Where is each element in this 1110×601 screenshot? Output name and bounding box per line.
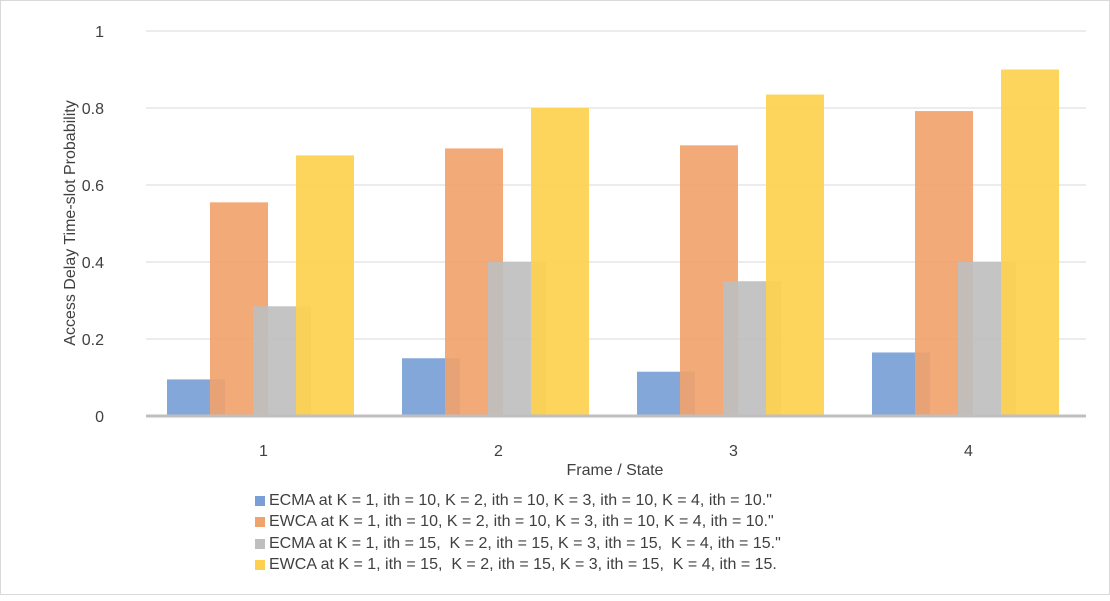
bar-4-3 (766, 94, 824, 417)
x-tick-label: 2 (494, 443, 503, 460)
y-tick-label: 0.8 (82, 101, 104, 118)
legend-label: EWCA at K = 1, ith = 10, K = 2, ith = 10… (269, 513, 774, 531)
legend-item: ECMA at K = 1, ith = 15, K = 2, ith = 15… (255, 533, 781, 555)
y-tick-label: 0.6 (82, 178, 104, 195)
legend-item: EWCA at K = 1, ith = 10, K = 2, ith = 10… (255, 512, 781, 534)
x-tick-label: 3 (729, 443, 738, 460)
bar-4-2 (531, 108, 589, 416)
legend-swatch (255, 560, 265, 571)
y-axis-title: Access Delay Time-slot Probability (62, 100, 79, 345)
y-tick-label: 0.2 (82, 332, 104, 349)
bars (167, 69, 1059, 417)
legend-item: ECMA at K = 1, ith = 10, K = 2, ith = 10… (255, 490, 781, 512)
x-tick-label: 4 (964, 443, 973, 460)
legend-swatch (255, 495, 265, 506)
legend-label: EWCA at K = 1, ith = 15, K = 2, ith = 15… (269, 556, 777, 574)
legend-swatch (255, 538, 265, 549)
legend-label: ECMA at K = 1, ith = 15, K = 2, ith = 15… (269, 534, 781, 552)
y-tick-label: 0 (95, 409, 104, 426)
y-tick-label: 0.4 (82, 255, 104, 272)
legend-swatch (255, 517, 265, 528)
bar-4-1 (296, 155, 354, 417)
y-tick-labels: 0 0.2 0.4 0.6 0.8 1 (82, 24, 104, 426)
y-tick-label: 1 (95, 24, 104, 41)
x-tick-labels: 1 2 3 4 (259, 443, 973, 460)
legend-label: ECMA at K = 1, ith = 10, K = 2, ith = 10… (269, 491, 772, 509)
x-tick-label: 1 (259, 443, 268, 460)
x-axis-title: Frame / State (567, 462, 664, 479)
legend-item: EWCA at K = 1, ith = 15, K = 2, ith = 15… (255, 555, 781, 577)
legend: ECMA at K = 1, ith = 10, K = 2, ith = 10… (255, 490, 781, 576)
bar-4-4 (1001, 69, 1059, 416)
